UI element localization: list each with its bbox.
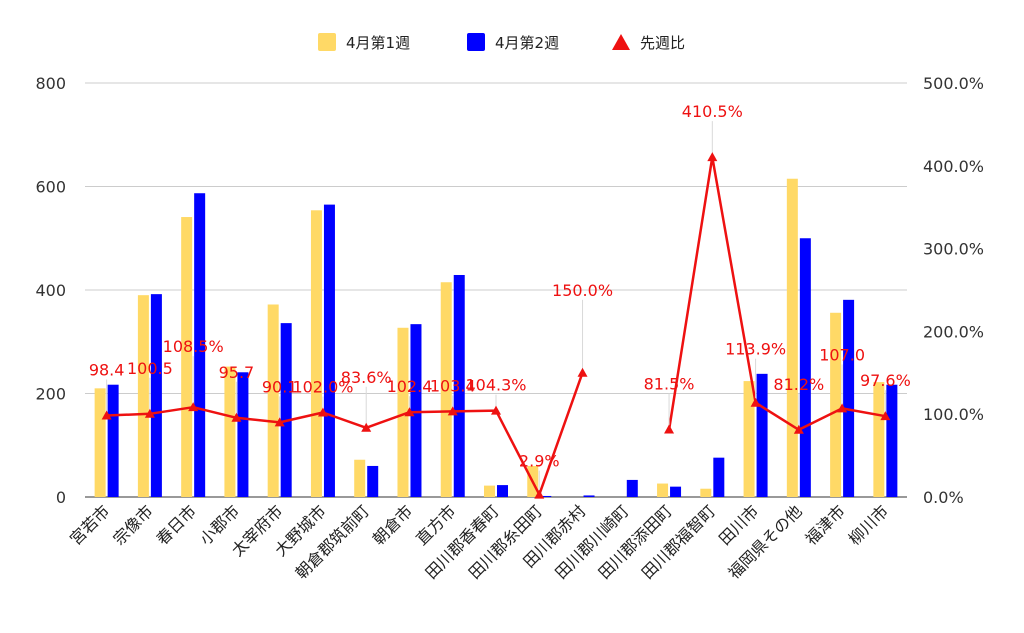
bar-1	[700, 488, 712, 497]
y-left-tick-label: 800	[35, 74, 66, 93]
bar-2	[886, 384, 898, 497]
y-right-tick-label: 300.0%	[923, 240, 984, 259]
ratio-data-label: 113.9%	[725, 340, 786, 359]
bar-2	[323, 204, 335, 498]
ratio-marker	[317, 407, 328, 417]
category-label: 朝倉市	[369, 501, 416, 548]
bar-2	[843, 299, 855, 497]
bar-2	[107, 384, 119, 497]
bar-1	[354, 459, 366, 497]
ratio-marker	[577, 367, 588, 377]
bar-1	[786, 178, 798, 498]
ratio-data-label: 150.0%	[552, 281, 613, 300]
bar-2	[410, 324, 422, 497]
ratio-marker	[447, 406, 458, 416]
bar-2	[583, 495, 595, 497]
bar-1	[310, 210, 322, 497]
bar-2	[150, 294, 162, 497]
bar-2	[280, 323, 292, 497]
ratio-data-label: 100.5	[127, 359, 173, 378]
bar-2	[670, 486, 682, 497]
ratio-data-label: 98.4	[89, 361, 125, 380]
bar-1	[657, 483, 669, 497]
y-right-tick-label: 400.0%	[923, 157, 984, 176]
ratio-marker	[101, 410, 112, 420]
ratio-marker	[793, 424, 804, 434]
bar-2	[367, 465, 379, 497]
legend-swatch	[318, 33, 336, 51]
ratio-data-label: 95.7	[219, 363, 255, 382]
bar-2	[453, 274, 465, 497]
ratio-data-label: 108.5%	[163, 337, 224, 356]
ratio-data-label: 107.0	[819, 345, 865, 364]
legend-label: 4月第1週	[346, 34, 410, 52]
bar-2	[540, 495, 552, 497]
ratio-line	[106, 155, 886, 496]
ratio-data-label: 410.5%	[682, 102, 743, 121]
ratio-data-label: 90.1	[262, 377, 298, 396]
legend-label: 先週比	[640, 34, 685, 52]
y-right-tick-label: 100.0%	[923, 405, 984, 424]
category-label: 福津市	[802, 501, 849, 548]
bar-1	[267, 304, 279, 497]
bar-2	[626, 479, 638, 497]
ratio-data-label: 97.6%	[860, 371, 911, 390]
ratio-marker	[534, 489, 545, 499]
category-label: 宮若市	[66, 501, 113, 548]
bar-1	[181, 217, 193, 497]
ratio-data-label: 103.4	[430, 376, 476, 395]
ratio-data-label: 102.4	[387, 377, 433, 396]
bar-2	[756, 373, 768, 497]
bar-2	[799, 238, 811, 497]
legend-swatch	[612, 34, 630, 50]
ratio-data-label: 81.2%	[773, 375, 824, 394]
y-left-tick-label: 200	[35, 385, 66, 404]
bar-2	[237, 372, 249, 497]
ratio-marker	[274, 417, 285, 427]
ratio-marker	[491, 405, 501, 415]
ratio-marker	[707, 152, 718, 162]
bar-1	[440, 282, 452, 497]
bar-2	[194, 193, 206, 498]
legend-label: 4月第2週	[495, 34, 559, 52]
legend-swatch	[467, 33, 485, 51]
ratio-marker	[231, 412, 242, 422]
ratio-marker	[144, 408, 155, 418]
ratio-marker	[750, 397, 761, 407]
ratio-data-label: 81.5%	[644, 375, 695, 394]
category-label: 春日市	[153, 501, 200, 548]
bar-1	[397, 327, 409, 497]
y-left-tick-label: 400	[35, 281, 66, 300]
bar-1	[484, 485, 495, 497]
ratio-marker	[361, 422, 372, 432]
y-right-tick-label: 200.0%	[923, 322, 984, 341]
bar-1	[830, 312, 842, 497]
bar-1	[743, 381, 755, 497]
ratio-data-label: 2.9%	[519, 452, 560, 471]
bar-1	[94, 388, 106, 497]
bar-2	[497, 485, 508, 497]
category-label: 宗像市	[109, 501, 156, 548]
y-right-tick-label: 500.0%	[923, 74, 984, 93]
y-left-tick-label: 0	[56, 488, 66, 507]
y-right-tick-label: 0.0%	[923, 488, 964, 507]
bar-1	[137, 295, 149, 497]
ratio-marker	[837, 403, 848, 413]
ratio-marker	[664, 424, 675, 434]
ratio-marker	[188, 402, 199, 412]
ratio-marker	[404, 407, 415, 417]
bar-1	[224, 366, 236, 497]
ratio-data-label: 104.3%	[465, 376, 526, 395]
ratio-data-label: 102.0%	[292, 378, 353, 397]
ratio-data-label: 83.6%	[341, 368, 392, 387]
bar-2	[713, 457, 725, 497]
category-label: 柳川市	[845, 501, 892, 548]
ratio-marker	[880, 411, 891, 421]
bar-1	[873, 382, 885, 497]
y-left-tick-label: 600	[35, 178, 66, 197]
